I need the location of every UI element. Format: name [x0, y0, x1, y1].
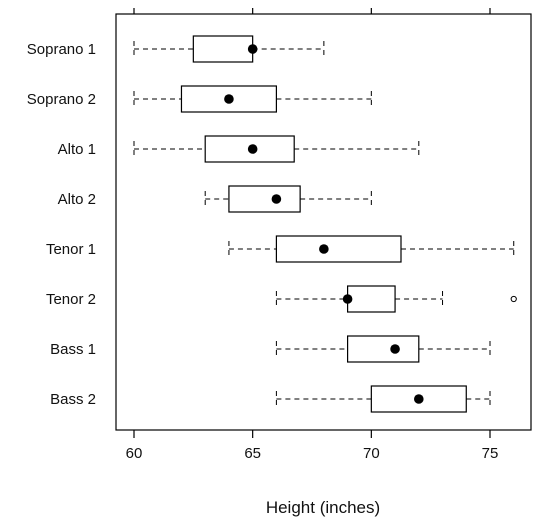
boxplot-marks: Soprano 1 Soprano 2 Alto 1 Alto 2 Tenor 1 Ten…: [27, 35, 517, 413]
box-group: Bass 1: [50, 335, 491, 363]
median-dot: [390, 344, 400, 354]
outlier-point: [510, 295, 517, 303]
plot-frame: [115, 13, 532, 431]
iqr-box: [228, 185, 301, 213]
category-label: Bass 1: [50, 341, 96, 358]
box-group: Soprano 2: [27, 85, 372, 113]
box-group: Soprano 1: [27, 35, 325, 63]
median-dot: [271, 194, 282, 204]
category-label: Alto 2: [58, 191, 96, 208]
iqr-box: [192, 35, 254, 63]
x-axis-title: Height (inches): [266, 498, 380, 517]
box-group: Tenor 1: [46, 235, 515, 263]
x-tick-label: 75: [482, 445, 499, 462]
box-group: Alto 1: [58, 135, 420, 163]
box-group: Tenor 2: [46, 285, 517, 313]
box-group: Bass 2: [50, 385, 491, 413]
median-dot: [342, 294, 353, 304]
median-dot: [414, 394, 424, 404]
category-label: Tenor 2: [46, 291, 96, 308]
x-tick-label: 70: [363, 445, 380, 462]
category-label: Alto 1: [58, 141, 96, 158]
category-label: Soprano 2: [27, 91, 96, 108]
x-tick-label: 65: [244, 445, 261, 462]
axes: 60 65 70 75: [126, 8, 499, 462]
x-tick-label: 60: [126, 445, 143, 462]
median-dot: [247, 144, 258, 154]
median-dot: [247, 44, 258, 54]
box-group: Alto 2: [58, 185, 372, 213]
iqr-box: [347, 285, 396, 313]
iqr-box: [275, 235, 402, 263]
median-dot: [224, 94, 234, 104]
iqr-box: [347, 335, 420, 363]
category-label: Bass 2: [50, 391, 96, 408]
category-label: Soprano 1: [27, 41, 96, 58]
median-dot: [319, 244, 329, 254]
category-label: Tenor 1: [46, 241, 96, 258]
